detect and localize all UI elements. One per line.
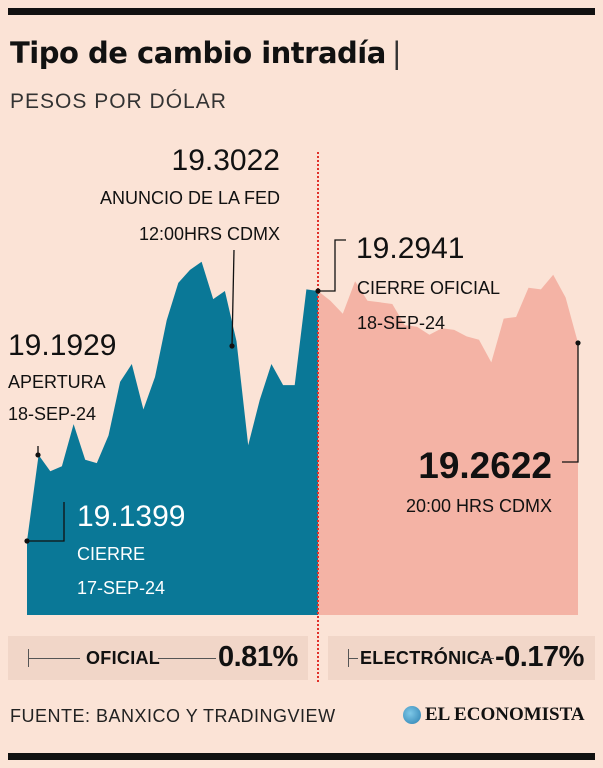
fed-time: 12:00HRS CDMX (139, 224, 280, 244)
apertura-label: APERTURA (8, 372, 106, 392)
cierre-previo-leader (27, 502, 65, 542)
cierre-oficial-value: 19.2941 (356, 232, 464, 265)
ultimo-time: 20:00 HRS CDMX (406, 496, 552, 516)
page-subtitle: PESOS POR DÓLAR (10, 90, 227, 113)
summary-electronica: ELECTRÓNICA -0.17% (328, 636, 595, 680)
apertura-date: 18-SEP-24 (8, 404, 96, 424)
apertura-value: 19.1929 (8, 329, 116, 362)
summary-electronica-label: ELECTRÓNICA (360, 648, 494, 668)
fed-label: ANUNCIO DE LA FED (100, 188, 280, 208)
source-text: FUENTE: BANXICO Y TRADINGVIEW (10, 706, 336, 726)
page-title: Tipo de cambio intradía | (10, 36, 402, 70)
summary-electronica-value: -0.17% (495, 641, 584, 673)
cierre-oficial-date: 18-SEP-24 (357, 313, 445, 333)
summary-oficial: OFICIAL 0.81% (8, 636, 308, 680)
top-rule (8, 8, 595, 15)
cierre-previo-value: 19.1399 (77, 500, 185, 533)
fed-value: 19.3022 (172, 144, 280, 177)
ultimo-leader (562, 342, 579, 463)
cierre-previo-dot (24, 538, 30, 544)
brand-logo: EL ECONOMISTA (403, 704, 585, 726)
leaders (24, 239, 581, 544)
apertura-dot (35, 452, 41, 458)
bottom-rule (8, 753, 595, 760)
cierre-previo-label: CIERRE (77, 544, 145, 564)
chart: 19.1929 APERTURA 18-SEP-24 19.1399 CIERR… (8, 144, 581, 682)
summary-oficial-rule (28, 658, 80, 659)
cierre-oficial-leader (318, 239, 346, 292)
cierre-oficial-dot (315, 288, 321, 294)
summary-electronica-rule (348, 658, 358, 659)
brand-name: EL ECONOMISTA (425, 704, 585, 725)
summary-oficial-value: 0.81% (218, 641, 298, 673)
ultimo-dot (575, 340, 581, 346)
title-text: Tipo de cambio intradía (10, 36, 386, 70)
title-separator: | (391, 36, 402, 70)
cierre-previo-date: 17-SEP-24 (77, 578, 165, 598)
summary-oficial-label: OFICIAL (86, 648, 161, 668)
fed-dot (229, 343, 235, 349)
ultimo-value: 19.2622 (418, 445, 552, 486)
fed-leader (231, 249, 235, 347)
area-electronica (318, 274, 578, 615)
cierre-oficial-label: CIERRE OFICIAL (357, 278, 500, 298)
area-oficial (27, 261, 318, 615)
brand-mark-icon (403, 706, 421, 724)
summary-electronica-rule-right (478, 658, 494, 659)
summary-oficial-rule-right (158, 658, 216, 659)
